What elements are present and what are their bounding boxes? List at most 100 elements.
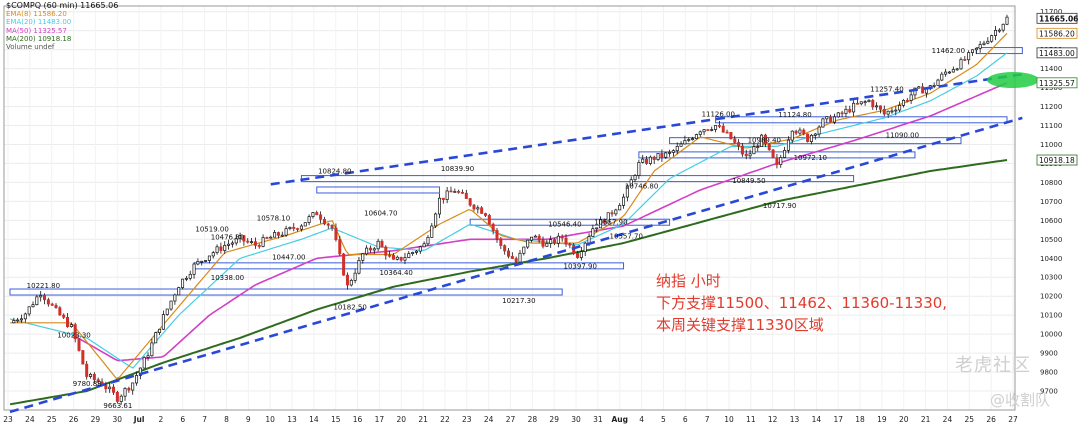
y-tick-label: 9800	[1040, 369, 1058, 377]
y-tick-label: 11200	[1040, 103, 1062, 111]
y-marker-label: 11483.00	[1039, 49, 1075, 58]
candle	[31, 304, 35, 308]
price-label: 10546.40	[548, 221, 581, 229]
candle	[733, 138, 737, 143]
candle	[848, 108, 852, 113]
x-tick-label: 24	[484, 415, 494, 424]
candle	[453, 191, 457, 193]
candle	[138, 367, 142, 376]
x-tick-label: 26	[69, 415, 79, 424]
price-label: 10972.10	[794, 154, 827, 162]
candle	[560, 235, 564, 239]
candle	[399, 256, 403, 261]
candle	[549, 239, 553, 244]
candle	[859, 101, 863, 105]
candle	[898, 105, 902, 111]
legend-ma200: MA(200) 10918.18	[6, 34, 72, 43]
candle	[790, 130, 794, 141]
candle	[422, 243, 426, 248]
x-tick-label: 4	[639, 415, 644, 424]
candle	[161, 314, 165, 330]
y-tick-label: 10000	[1040, 331, 1062, 339]
x-tick-label: 29	[549, 415, 559, 424]
x-tick-label: 6	[683, 415, 688, 424]
candle	[813, 133, 817, 136]
candle	[142, 357, 146, 369]
candle	[694, 134, 698, 139]
y-marker-label: 11665.06	[1039, 14, 1078, 23]
price-label: 10221.80	[27, 282, 60, 290]
candle	[817, 126, 821, 135]
candle	[737, 142, 741, 147]
support-box	[715, 116, 1008, 124]
candle	[986, 40, 990, 44]
y-tick-label: 9700	[1040, 388, 1058, 396]
candle	[687, 139, 691, 141]
x-tick-label: 10	[724, 415, 734, 424]
x-tick-label: 27	[506, 415, 516, 424]
candle	[200, 260, 204, 263]
x-tick-label: 11	[746, 415, 756, 424]
x-tick-label: 20	[396, 415, 406, 424]
y-tick-label: 10700	[1040, 198, 1062, 206]
x-tick-label: 14	[812, 415, 822, 424]
support-box	[316, 186, 440, 194]
legend-ema8: EMA(8) 11586.20	[6, 10, 67, 19]
price-label: 11124.80	[778, 111, 811, 119]
candle	[779, 157, 783, 165]
x-tick-label: 24	[25, 415, 35, 424]
candle	[890, 110, 894, 113]
candle	[832, 116, 836, 123]
candle	[476, 207, 480, 210]
candle	[836, 112, 840, 118]
candle	[250, 241, 254, 244]
x-tick-label: 30	[571, 415, 581, 424]
candle	[150, 342, 154, 357]
candle	[361, 253, 365, 261]
x-tick-label: 13	[287, 415, 297, 424]
candle	[449, 190, 453, 193]
candle	[23, 313, 27, 320]
candle	[595, 227, 599, 230]
candle	[215, 246, 219, 254]
candle	[875, 105, 879, 108]
candle	[89, 373, 93, 377]
candle	[81, 350, 85, 365]
candle	[775, 157, 779, 165]
candle	[1005, 16, 1009, 25]
candle	[353, 272, 357, 281]
candle	[587, 236, 591, 244]
candle	[315, 212, 319, 216]
candle	[802, 129, 806, 135]
candle	[384, 246, 388, 256]
candle	[683, 140, 687, 145]
candle	[944, 71, 948, 75]
candle	[20, 318, 24, 321]
candle	[265, 237, 269, 239]
legend-ma50: MA(50) 11325.57	[6, 26, 67, 35]
candle	[901, 100, 905, 106]
candle	[334, 227, 338, 241]
candle	[77, 338, 81, 351]
candle	[514, 258, 518, 263]
support-ellipse	[987, 71, 1039, 88]
x-tick-label: 23	[462, 415, 472, 424]
candle	[951, 69, 955, 73]
price-label: 10824.80	[318, 168, 351, 176]
candle	[917, 86, 921, 89]
candle	[242, 235, 246, 242]
candle	[46, 299, 50, 305]
candle	[468, 198, 472, 206]
candle	[794, 130, 798, 134]
x-tick-label: 6	[180, 415, 185, 424]
candle	[955, 68, 959, 71]
candle	[510, 255, 514, 259]
candle	[602, 219, 606, 224]
price-label: 10746.80	[625, 182, 658, 190]
candle	[963, 59, 967, 61]
candle	[326, 223, 330, 226]
candle	[495, 230, 499, 240]
candle	[365, 247, 369, 255]
x-tick-label: 26	[986, 415, 996, 424]
